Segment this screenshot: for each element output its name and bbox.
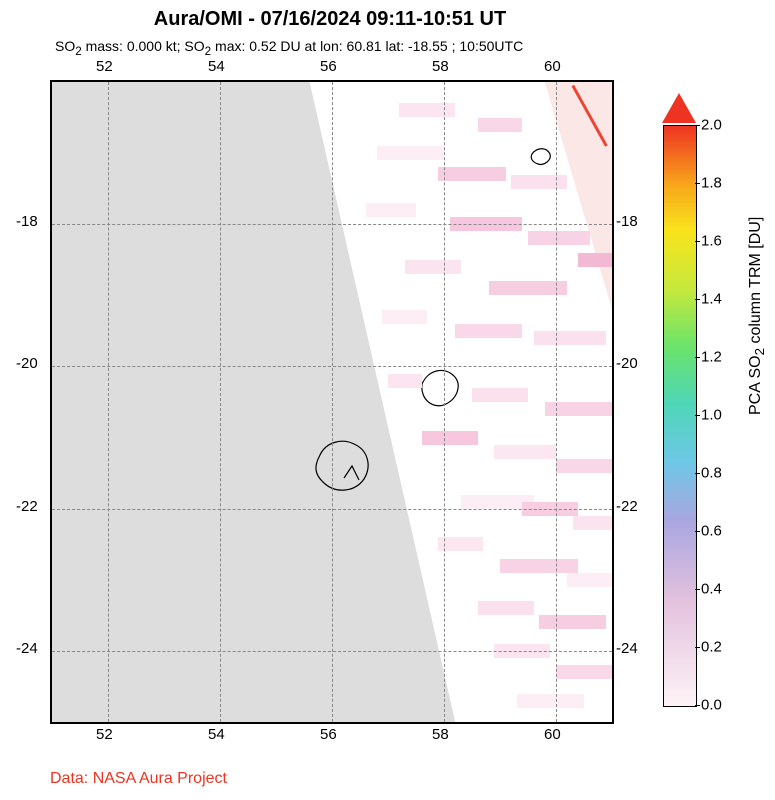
x-tick-top: 58: [432, 58, 449, 75]
cbar-tick: 0.4: [701, 581, 722, 598]
island-rodrigues: [531, 149, 550, 165]
data-pixel: [399, 103, 455, 117]
data-pixel: [377, 146, 444, 160]
cbar-tick: 1.4: [701, 291, 722, 308]
y-tick-left: -22: [16, 498, 38, 515]
data-pixel: [578, 253, 614, 267]
colorbar-gradient: [663, 125, 697, 707]
sub-mass: mass: 0.000 kt; SO: [82, 38, 205, 54]
y-tick-left: -24: [16, 640, 38, 657]
cbar-tick: 0.6: [701, 523, 722, 540]
data-pixel: [422, 431, 478, 445]
cbar-tick: 0.2: [701, 639, 722, 656]
colorbar-over-arrow: [662, 93, 696, 123]
data-pixel: [556, 459, 612, 473]
cbar-tickmark: [695, 183, 700, 184]
data-pixel: [539, 615, 606, 629]
data-pixel: [545, 402, 612, 416]
data-pixel: [478, 601, 534, 615]
grid-v: [332, 82, 333, 722]
data-pixel: [528, 231, 590, 245]
sub-max: max: 0.52 DU at lon: 60.81 lat: -18.55 ;…: [211, 38, 523, 54]
cbar-tickmark: [695, 357, 700, 358]
data-pixel: [472, 388, 528, 402]
cbar-tickmark: [695, 125, 700, 126]
data-pixel: [567, 573, 614, 587]
cbar-tickmark: [695, 705, 700, 706]
map-plot: [50, 80, 614, 724]
grid-h: [52, 509, 612, 510]
colorbar: 0.0 0.2 0.4 0.6 0.8 1.0 1.2 1.4 1.6 1.8 2.0 PCA SO…: [655, 95, 765, 735]
y-tick-right: -22: [616, 498, 638, 515]
cbar-tickmark: [695, 473, 700, 474]
x-tick-bottom: 58: [432, 726, 449, 743]
cbar-tickmark: [695, 647, 700, 648]
data-pixel: [494, 445, 556, 459]
y-tick-right: -24: [616, 640, 638, 657]
cbar-tick: 0.0: [701, 697, 722, 714]
grid-h: [52, 224, 612, 225]
data-pixel: [438, 537, 483, 551]
cbar-tick: 1.8: [701, 175, 722, 192]
cbar-tick: 1.6: [701, 233, 722, 250]
swath-edge: [545, 82, 612, 310]
data-pixel: [366, 203, 416, 217]
cbar-tick: 1.0: [701, 407, 722, 424]
data-credit: Data: NASA Aura Project: [50, 770, 227, 788]
chart-title: Aura/OMI - 07/16/2024 09:11-10:51 UT: [50, 8, 610, 31]
x-tick-bottom: 56: [320, 726, 337, 743]
cbar-tickmark: [695, 299, 700, 300]
x-tick-bottom: 54: [208, 726, 225, 743]
data-pixel: [388, 374, 422, 388]
cbar-tick: 1.2: [701, 349, 722, 366]
x-tick-top: 52: [96, 58, 113, 75]
data-pixel: [511, 175, 567, 189]
cbar-tickmark: [695, 241, 700, 242]
chart-subtitle: SO2 mass: 0.000 kt; SO2 max: 0.52 DU at …: [55, 38, 523, 58]
data-pixel: [517, 694, 584, 708]
data-pixel: [438, 167, 505, 181]
grid-h: [52, 366, 612, 367]
data-pixel: [534, 331, 607, 345]
y-tick-left: -18: [16, 213, 38, 230]
y-tick-right: -18: [616, 213, 638, 230]
y-tick-right: -20: [616, 355, 638, 372]
data-pixel: [573, 516, 614, 530]
grid-v: [108, 82, 109, 722]
cbar-tick: 2.0: [701, 117, 722, 134]
cbar-tickmark: [695, 531, 700, 532]
grid-v: [556, 82, 557, 722]
y-tick-left: -20: [16, 355, 38, 372]
data-pixel: [478, 118, 523, 132]
data-pixel: [455, 324, 522, 338]
cbar-tick: 0.8: [701, 465, 722, 482]
data-pixel: [500, 559, 578, 573]
colorbar-title: PCA SO2 column TRM [DU]: [747, 217, 767, 415]
grid-v: [220, 82, 221, 722]
x-tick-top: 54: [208, 58, 225, 75]
x-tick-top: 60: [544, 58, 561, 75]
x-tick-top: 56: [320, 58, 337, 75]
sub-so2: SO: [55, 38, 75, 54]
grid-h: [52, 651, 612, 652]
data-pixel: [405, 260, 461, 274]
data-pixel: [556, 665, 612, 679]
x-tick-bottom: 60: [544, 726, 561, 743]
data-pixel: [382, 310, 427, 324]
cbar-tickmark: [695, 415, 700, 416]
nodata-region: [52, 82, 455, 722]
x-tick-bottom: 52: [96, 726, 113, 743]
grid-v: [444, 82, 445, 722]
cbar-tickmark: [695, 589, 700, 590]
island-mauritius: [422, 370, 458, 405]
